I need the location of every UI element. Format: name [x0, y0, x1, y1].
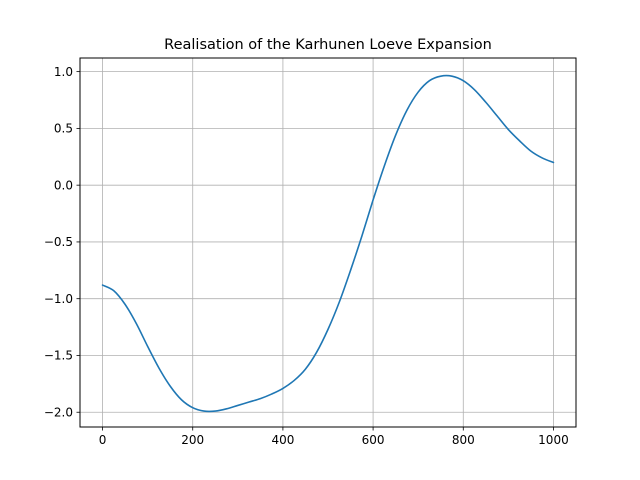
y-tick-label: −0.5 [44, 235, 73, 249]
chart-title: Realisation of the Karhunen Loeve Expans… [164, 37, 492, 53]
y-tick-label: 0.5 [54, 122, 73, 136]
y-tick-label: −1.0 [44, 292, 73, 306]
grid [80, 58, 576, 427]
y-tick-label: −2.0 [44, 405, 73, 419]
y-tick-label: −1.5 [44, 349, 73, 363]
x-tick-label: 800 [452, 433, 475, 447]
ticks: 0 200 400 600 800 1000 −2.0 −1.5 −1.0 −0.5 0.0 0.5 1… [44, 65, 569, 447]
series-line [101, 74, 555, 413]
x-tick-label: 0 [99, 433, 107, 447]
x-tick-label: 200 [181, 433, 204, 447]
x-tick-label: 400 [271, 433, 294, 447]
series-layer [101, 74, 555, 413]
plot-frame [79, 57, 577, 428]
x-tick-label: 600 [362, 433, 385, 447]
x-tick-label: 1000 [538, 433, 569, 447]
y-tick-label: 0.0 [54, 178, 73, 192]
y-tick-label: 1.0 [54, 65, 73, 79]
